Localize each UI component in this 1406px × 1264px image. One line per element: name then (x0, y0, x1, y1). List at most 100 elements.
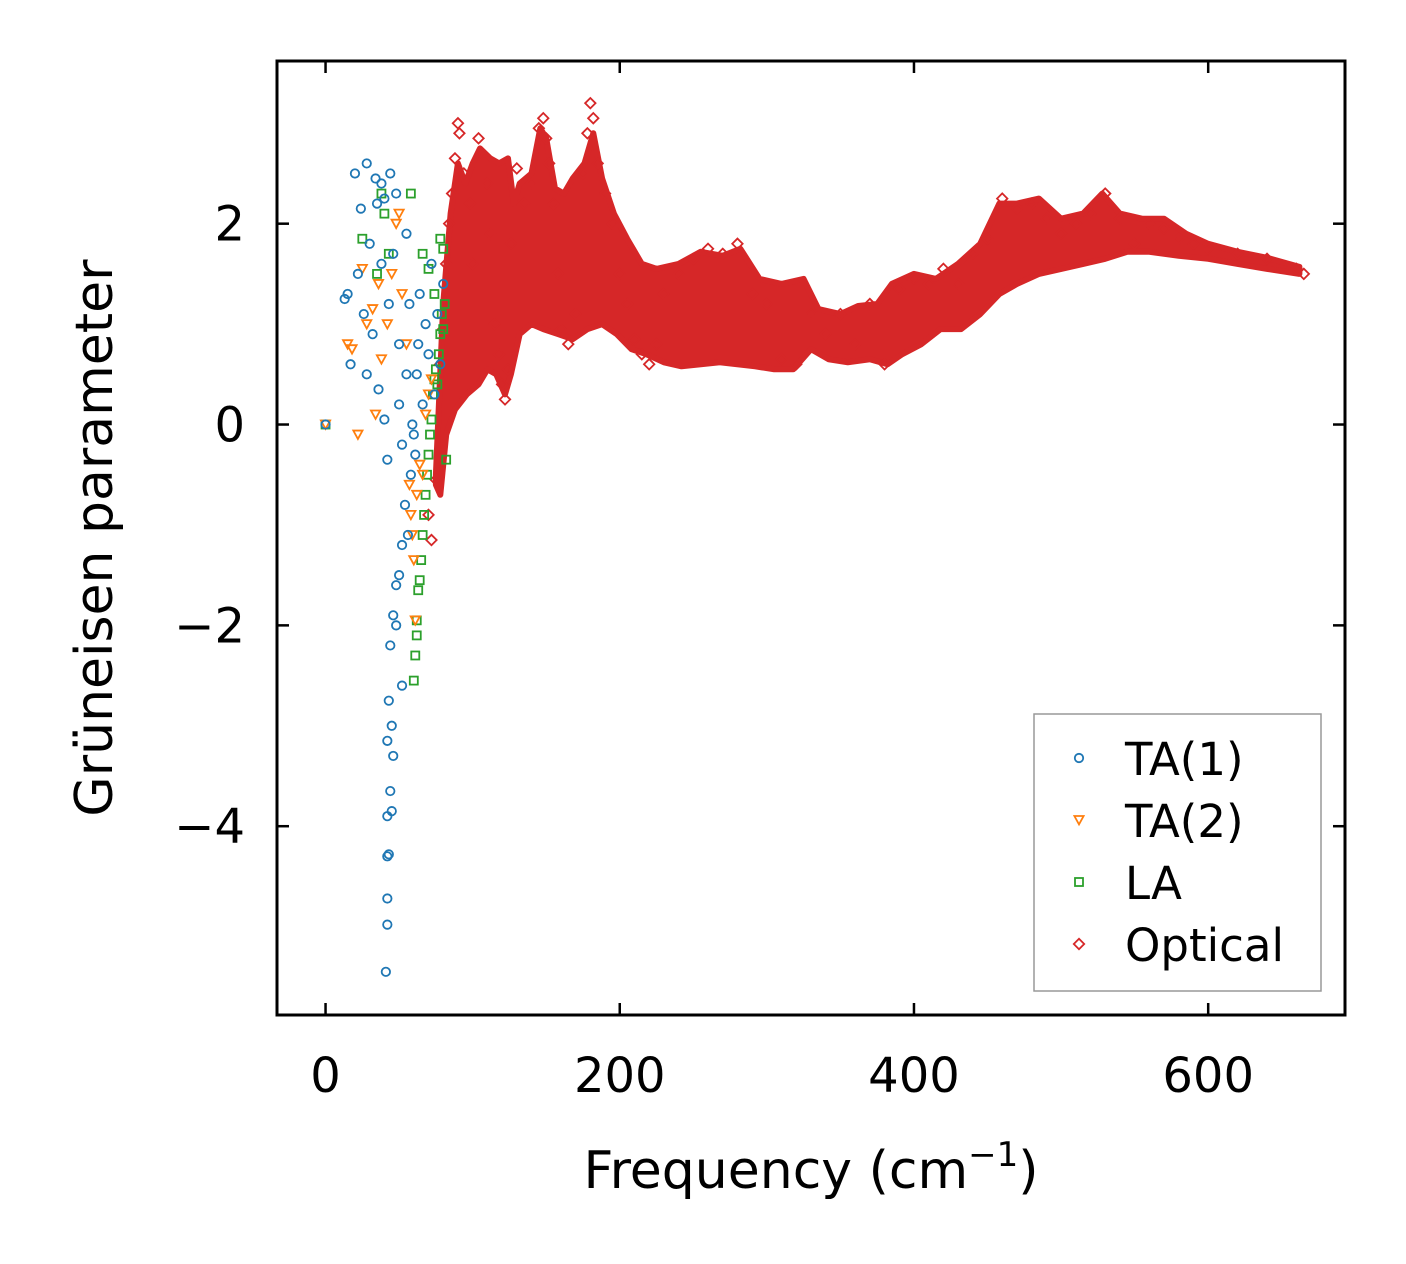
data-point (542, 156, 556, 170)
data-point (472, 131, 486, 145)
data-point (373, 384, 384, 395)
data-point (423, 349, 434, 360)
data-point (380, 966, 391, 977)
data-point (1201, 242, 1215, 256)
data-point (620, 297, 634, 311)
data-point (445, 187, 459, 201)
data-point (382, 454, 393, 465)
x-axis-label-main: Frequency (cm (583, 1141, 968, 1201)
data-point (1098, 187, 1112, 201)
data-point (554, 322, 568, 336)
data-point (371, 198, 383, 209)
data-point (429, 389, 440, 400)
data-point (379, 193, 390, 204)
data-point (423, 449, 434, 460)
data-point (441, 454, 452, 465)
data-point (422, 508, 435, 522)
data-point (627, 332, 641, 346)
x-tick-label: 0 (310, 1048, 341, 1104)
data-point (406, 530, 419, 542)
data-point (1010, 202, 1024, 216)
data-point (583, 96, 597, 110)
data-point (407, 419, 418, 430)
data-point (580, 126, 594, 140)
data-point (417, 399, 428, 410)
data-point (385, 640, 396, 651)
data-point (355, 203, 366, 214)
data-point (410, 650, 421, 661)
data-point (360, 319, 373, 331)
data-point (452, 126, 466, 140)
data-point (716, 247, 730, 261)
legend-marker (1072, 937, 1086, 951)
data-point (907, 272, 921, 286)
data-point (407, 555, 420, 567)
data-point (379, 414, 390, 425)
data-point (386, 806, 397, 817)
data-point (1260, 252, 1274, 266)
data-point (863, 297, 877, 311)
data-point (367, 329, 378, 340)
data-point (525, 177, 538, 190)
data-point (1039, 212, 1053, 226)
data-point (349, 168, 361, 179)
data-point (391, 580, 402, 591)
data-point (1187, 237, 1200, 251)
data-point (420, 319, 431, 330)
data-point (532, 121, 546, 135)
data-point (922, 277, 936, 291)
data-point (475, 146, 488, 160)
data-point (395, 289, 409, 301)
data-point (745, 287, 759, 301)
optical-band (432, 125, 1303, 498)
x-tick-label: 200 (574, 1048, 666, 1104)
data-point (402, 529, 414, 541)
optical-band-area (432, 125, 1303, 498)
data-point (448, 151, 462, 165)
data-point (416, 469, 429, 482)
legend: TA(1) TA(2) LA Optical (1033, 713, 1322, 992)
data-point (413, 459, 426, 471)
data-point (1231, 247, 1245, 261)
data-point (804, 307, 818, 321)
data-point (388, 248, 399, 259)
data-point (391, 620, 402, 631)
data-point (775, 352, 789, 366)
data-point (492, 347, 506, 361)
data-point (1157, 222, 1171, 236)
data-point (426, 414, 437, 425)
data-point (357, 233, 368, 244)
legend-items: TA(1) TA(2) LA Optical (1072, 733, 1284, 972)
data-point (1113, 212, 1127, 226)
data-point (442, 217, 456, 231)
data-point (383, 248, 394, 259)
data-point (382, 735, 393, 746)
data-point (405, 188, 416, 199)
data-point (495, 377, 509, 391)
data-point (586, 111, 600, 125)
data-point (413, 585, 424, 596)
data-point (426, 258, 437, 269)
data-point (366, 304, 379, 316)
data-point (642, 357, 656, 371)
data-point (561, 337, 575, 351)
data-point (408, 429, 419, 440)
y-tick-label: 0 (214, 398, 245, 454)
x-tick-label: 600 (1162, 1048, 1254, 1104)
data-point (404, 298, 415, 310)
data-point (650, 337, 664, 351)
data-point (385, 785, 396, 797)
data-point (414, 575, 425, 586)
data-point (352, 268, 364, 279)
data-point (892, 282, 906, 296)
data-point (404, 510, 417, 522)
data-point (995, 192, 1009, 206)
data-point (433, 349, 444, 360)
y-tick-label: 2 (214, 197, 245, 253)
data-point (361, 158, 372, 169)
data-point (320, 419, 331, 430)
data-point (399, 499, 411, 510)
data-point (417, 530, 428, 540)
data-point (981, 232, 995, 246)
